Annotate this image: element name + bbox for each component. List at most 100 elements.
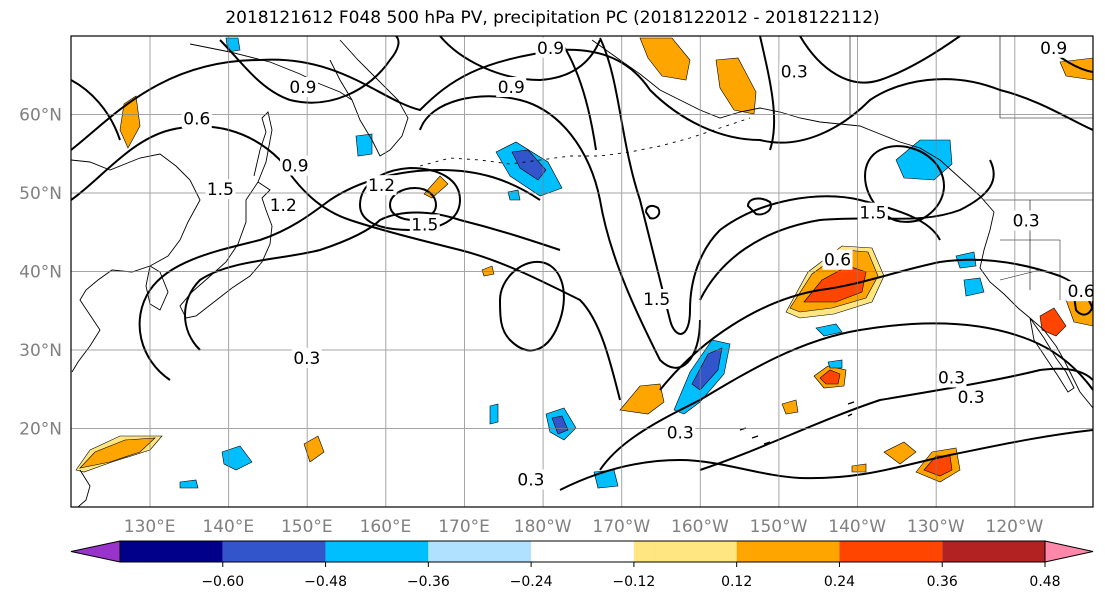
colorbar-tick-label: 0.12 [721, 574, 752, 590]
x-tick-label: 150°W [750, 517, 808, 537]
y-tick-label: 40°N [19, 263, 62, 283]
pv-contour [439, 36, 601, 82]
precip-patch [303, 435, 325, 463]
map-frame [70, 35, 1094, 508]
pv-contour-label: 1.5 [411, 215, 438, 235]
pv-contour [759, 36, 776, 151]
y-tick-label: 50°N [19, 184, 62, 204]
pv-contour-label-bg [181, 108, 212, 129]
precip-patch [221, 445, 253, 471]
precip-patch [355, 133, 373, 157]
pv-contour-label: 0.3 [517, 471, 544, 491]
pv-contour-label: 1.5 [643, 290, 670, 310]
pv-contour-label: 0.9 [1040, 39, 1067, 59]
x-tick-label: 130°W [907, 517, 965, 537]
colorbar-bin [839, 541, 943, 562]
precip-patch [119, 95, 141, 149]
pv-contour [71, 79, 121, 141]
pv-contour-label-bg [857, 202, 888, 223]
colorbar-tick-label: 0.24 [824, 574, 855, 590]
x-tick-label: 150°E [281, 517, 333, 537]
x-tick-label: 140°E [202, 517, 254, 537]
colorbar-tick-label: −0.48 [304, 574, 347, 590]
precip-patch [851, 463, 867, 473]
pv-contour [71, 125, 621, 401]
pv-contour-label-bg [956, 387, 987, 408]
coastline-north-america-west [979, 211, 1093, 409]
pv-contour [219, 36, 400, 104]
pv-contour-label-bg [1066, 281, 1093, 302]
pv-contour-label: 0.9 [537, 39, 564, 59]
x-tick-label: 170°E [438, 517, 490, 537]
pv-contour [498, 260, 565, 352]
colorbar-bin [736, 541, 840, 562]
map-panel: 0.9 0.9 0.6 1.5 1.2 1.2 1.5 0.9 0.9 0.3 1.5 0.6 0.3 1… [70, 35, 1094, 508]
pv-contour [419, 95, 701, 369]
pv-contour [746, 197, 772, 216]
pv-contour-label-bg [641, 288, 672, 309]
pv-contour-label-bg [822, 249, 853, 270]
precip-patch [179, 479, 199, 489]
colorbar-extend-high [1044, 540, 1094, 563]
x-tick-label: 160°W [671, 517, 729, 537]
precip-patch [883, 441, 917, 465]
precip-patch [691, 347, 723, 391]
colorbar-bin [428, 541, 532, 562]
pv-contour [644, 204, 661, 220]
pv-contour-label-bg [779, 61, 810, 82]
colorbar-tick-label: −0.24 [510, 574, 553, 590]
precip-patch [895, 139, 953, 181]
x-tick-label: 170°W [592, 517, 650, 537]
pv-contour-label: 1.2 [270, 196, 297, 216]
pv-contour [699, 367, 1093, 471]
pv-contour-label-bg [515, 469, 546, 490]
coastline-alaska [591, 39, 995, 213]
precip-patch [819, 369, 841, 385]
pv-contour-label-bg [205, 179, 236, 200]
pv-contour [599, 37, 941, 335]
precip-patch [815, 323, 843, 337]
gridlines [71, 36, 1093, 507]
x-tick-label: 120°W [986, 517, 1044, 537]
pv-contour-labels: 0.9 0.9 0.6 1.5 1.2 1.2 1.5 0.9 0.9 0.3 1.5 0.6 0.3 1… [181, 37, 1093, 491]
pv-contour [71, 48, 1093, 151]
pv-contour-label-bg [268, 194, 299, 215]
coastline-japan [179, 181, 273, 319]
pv-contour [864, 145, 945, 223]
aleutian-chain [419, 117, 751, 167]
pv-contour-label: 0.9 [289, 78, 316, 98]
precip-patch [79, 437, 156, 469]
colorbar-bin [942, 541, 1045, 562]
pv-contour [358, 166, 462, 232]
colorbar-bin [633, 541, 737, 562]
pv-contour [388, 186, 438, 222]
colorbar-tick-label: −0.60 [201, 574, 244, 590]
x-tick-label: 180°W [514, 517, 572, 537]
pv-contour-label: 1.5 [859, 204, 886, 224]
pv-contour [559, 39, 597, 151]
colorbar-frame [119, 540, 1046, 563]
precip-patch [619, 383, 665, 415]
precip-patch [507, 189, 521, 201]
colorbar-tick-label: −0.36 [407, 574, 450, 590]
pv-contour-label: 0.3 [293, 349, 320, 369]
pv-contour [599, 322, 1093, 471]
pv-contour-label: 0.3 [938, 368, 965, 388]
pv-contour [559, 429, 1093, 491]
y-tick-label: 20°N [19, 420, 62, 440]
x-tick-label: 130°E [124, 517, 176, 537]
colorbar-tick-label: 0.36 [927, 574, 958, 590]
colorbar-extend-low [70, 540, 121, 563]
pv-contour-label-bg [936, 367, 967, 388]
colorbar-tick-label: 0.48 [1029, 574, 1060, 590]
y-tick-label: 60°N [19, 106, 62, 126]
pv-contour [659, 258, 1093, 391]
precip-patch [593, 469, 619, 489]
colorbar-bin [120, 541, 223, 562]
pv-contour-label: 0.3 [667, 423, 694, 443]
map-title: 2018121612 F048 500 hPa PV, precipitatio… [225, 8, 880, 28]
pv-contours [71, 36, 1093, 491]
pv-contour-label: 1.2 [368, 176, 395, 196]
pv-contour [138, 168, 541, 381]
pv-contour-label: 0.9 [282, 157, 309, 177]
